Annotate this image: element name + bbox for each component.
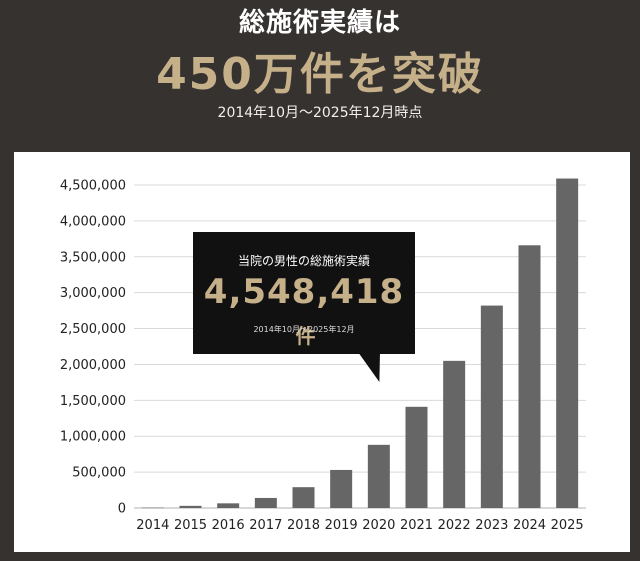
bar bbox=[556, 178, 579, 508]
callout-box: 当院の男性の総施術実績 4,548,418 件 2014年10月～2025年12月 bbox=[193, 232, 415, 354]
y-tick-label: 2,500,000 bbox=[60, 322, 126, 337]
x-tick-label: 2021 bbox=[400, 518, 433, 533]
callout-title: 当院の男性の総施術実績 bbox=[237, 254, 370, 268]
chart-panel: 0 500,000 1,000,000 1,500,000 2,000,000 2,500… bbox=[14, 152, 630, 552]
x-tick-label: 2015 bbox=[174, 518, 207, 533]
y-tick-label: 2,000,000 bbox=[60, 358, 126, 373]
bar bbox=[518, 245, 541, 508]
x-tick-label: 2025 bbox=[551, 518, 584, 533]
x-tick-label: 2022 bbox=[438, 518, 471, 533]
x-tick-label: 2024 bbox=[513, 518, 546, 533]
bar bbox=[292, 487, 315, 508]
bar bbox=[217, 503, 240, 508]
y-tick-label: 500,000 bbox=[72, 466, 126, 481]
callout-value-row: 4,548,418 件 bbox=[193, 272, 415, 352]
x-tick-label: 2019 bbox=[325, 518, 358, 533]
x-tick-label: 2016 bbox=[212, 518, 245, 533]
bar bbox=[367, 444, 390, 508]
y-tick-label: 3,500,000 bbox=[60, 250, 126, 265]
headline: 総施術実績は bbox=[238, 8, 401, 38]
x-tick-label: 2017 bbox=[249, 518, 282, 533]
highlight-title: 450万件を突破 bbox=[156, 49, 484, 100]
y-tick-label: 3,000,000 bbox=[60, 286, 126, 301]
bar bbox=[330, 469, 353, 508]
bar bbox=[443, 360, 466, 508]
x-tick-label: 2014 bbox=[136, 518, 169, 533]
bar bbox=[480, 305, 503, 508]
x-tick-label: 2020 bbox=[362, 518, 395, 533]
callout-unit: 件 bbox=[295, 324, 317, 348]
callout-period: 2014年10月～2025年12月 bbox=[253, 325, 355, 334]
y-tick-label: 4,000,000 bbox=[60, 214, 126, 229]
y-tick-label: 0 bbox=[118, 502, 126, 517]
y-tick-label: 1,000,000 bbox=[60, 430, 126, 445]
bar bbox=[405, 406, 428, 508]
x-tick-label: 2018 bbox=[287, 518, 320, 533]
bar bbox=[179, 505, 202, 508]
bar bbox=[141, 507, 164, 509]
bar bbox=[254, 497, 277, 508]
callout-value: 4,548,418 bbox=[203, 272, 405, 312]
y-tick-label: 4,500,000 bbox=[60, 179, 126, 194]
x-tick-label: 2023 bbox=[475, 518, 508, 533]
y-tick-label: 1,500,000 bbox=[60, 394, 126, 409]
period-label: 2014年10月～2025年12月時点 bbox=[217, 105, 423, 121]
